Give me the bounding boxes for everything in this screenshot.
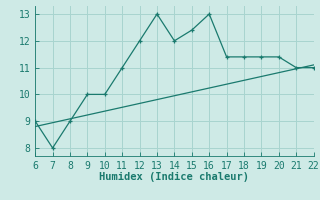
X-axis label: Humidex (Indice chaleur): Humidex (Indice chaleur) <box>100 172 249 182</box>
